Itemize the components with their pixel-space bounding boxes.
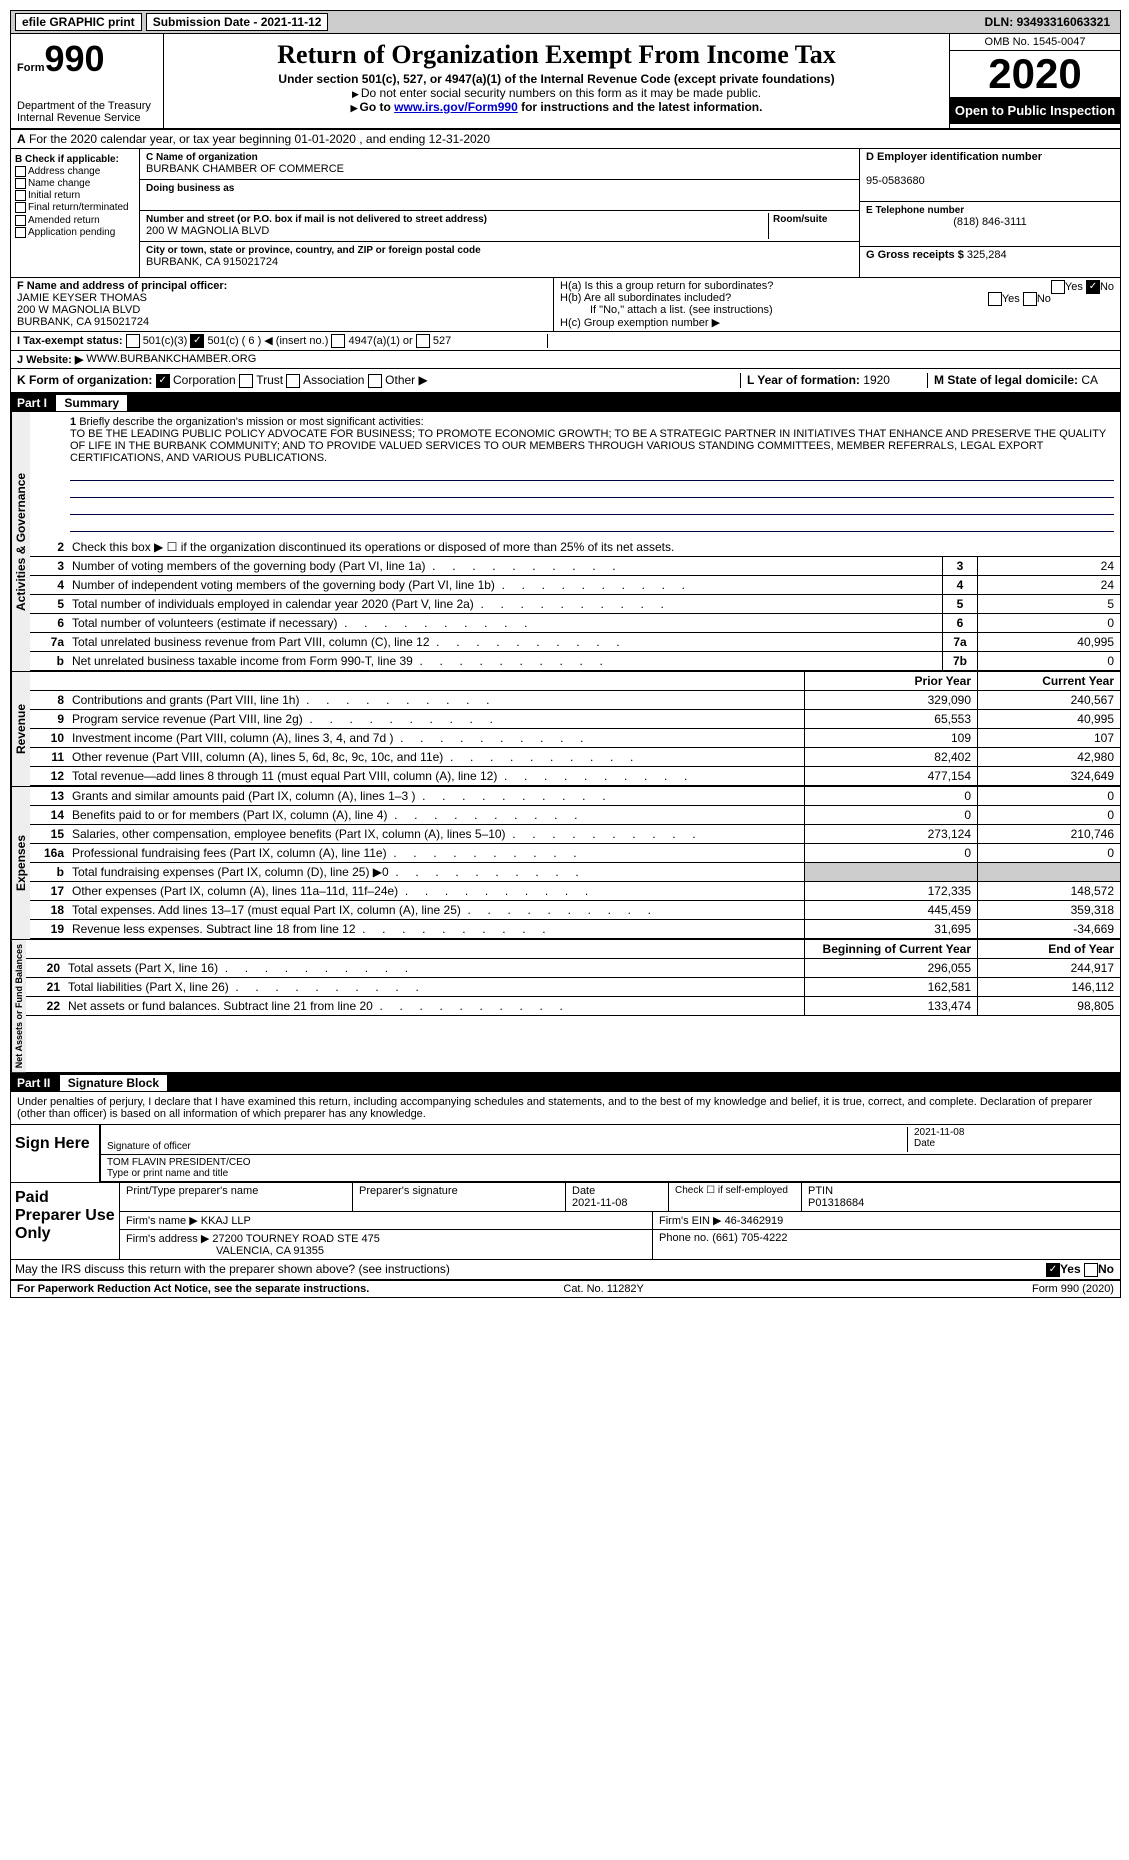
cb-amended[interactable] xyxy=(15,215,26,226)
summary-revenue: Revenue Prior YearCurrent Year 8Contribu… xyxy=(11,672,1120,787)
form-990-page: efile GRAPHIC print Submission Date - 20… xyxy=(10,10,1121,1298)
cb-final[interactable] xyxy=(15,202,26,213)
vert-rev: Revenue xyxy=(11,672,30,786)
assoc[interactable] xyxy=(286,374,300,388)
cb-name[interactable] xyxy=(15,178,26,189)
submission-date: Submission Date - 2021-11-12 xyxy=(146,13,329,31)
row-i: I Tax-exempt status: 501(c)(3) ✓ 501(c) … xyxy=(11,332,1120,351)
vert-exp: Expenses xyxy=(11,787,30,939)
dln: DLN: 93493316063321 xyxy=(985,15,1116,29)
perjury-text: Under penalties of perjury, I declare th… xyxy=(11,1092,1120,1124)
527[interactable] xyxy=(416,334,430,348)
sign-here: Sign Here Signature of officer2021-11-08… xyxy=(11,1124,1120,1183)
irs-link[interactable]: www.irs.gov/Form990 xyxy=(394,100,518,114)
501c[interactable]: ✓ xyxy=(190,334,204,348)
box-b: B Check if applicable: Address change Na… xyxy=(11,149,140,277)
hb-yes[interactable] xyxy=(988,292,1002,306)
discuss-yes[interactable]: ✓ xyxy=(1046,1263,1060,1277)
ha-no[interactable]: ✓ xyxy=(1086,280,1100,294)
row-k: K Form of organization: ✓ Corporation Tr… xyxy=(11,369,1120,394)
part1-header: Part I Summary xyxy=(11,394,1120,412)
header-title: Return of Organization Exempt From Incom… xyxy=(164,34,950,128)
box-deg: D Employer identification number95-05836… xyxy=(860,149,1120,277)
footer: For Paperwork Reduction Act Notice, see … xyxy=(11,1281,1120,1297)
box-f: F Name and address of principal officer:… xyxy=(11,278,554,331)
form-header: Form990 Department of the Treasury Inter… xyxy=(11,34,1120,130)
part2-header: Part II Signature Block xyxy=(11,1074,1120,1092)
corp[interactable]: ✓ xyxy=(156,374,170,388)
vert-net: Net Assets or Fund Balances xyxy=(11,940,26,1072)
summary-governance: Activities & Governance 1 Briefly descri… xyxy=(11,412,1120,672)
summary-netassets: Net Assets or Fund Balances Beginning of… xyxy=(11,940,1120,1074)
cb-address[interactable] xyxy=(15,166,26,177)
box-c: C Name of organizationBURBANK CHAMBER OF… xyxy=(140,149,860,277)
box-h: H(a) Is this a group return for subordin… xyxy=(554,278,1120,331)
4947[interactable] xyxy=(331,334,345,348)
cb-pending[interactable] xyxy=(15,227,26,238)
cb-initial[interactable] xyxy=(15,190,26,201)
discuss-no[interactable] xyxy=(1084,1263,1098,1277)
paid-preparer: Paid Preparer Use Only Print/Type prepar… xyxy=(11,1183,1120,1260)
header-right: OMB No. 1545-0047 2020 Open to Public In… xyxy=(950,34,1120,128)
header-left: Form990 Department of the Treasury Inter… xyxy=(11,34,164,128)
efile-label: efile GRAPHIC print xyxy=(15,13,142,31)
trust[interactable] xyxy=(239,374,253,388)
summary-expenses: Expenses 13Grants and similar amounts pa… xyxy=(11,787,1120,940)
section-a: A For the 2020 calendar year, or tax yea… xyxy=(11,130,1120,149)
row-fh: F Name and address of principal officer:… xyxy=(11,278,1120,332)
other[interactable] xyxy=(368,374,382,388)
row-j: J Website: ▶ WWW.BURBANKCHAMBER.ORG xyxy=(11,351,1120,369)
ha-yes[interactable] xyxy=(1051,280,1065,294)
hb-no[interactable] xyxy=(1023,292,1037,306)
501c3[interactable] xyxy=(126,334,140,348)
vert-gov: Activities & Governance xyxy=(11,412,30,671)
top-bar: efile GRAPHIC print Submission Date - 20… xyxy=(11,11,1120,34)
info-grid: B Check if applicable: Address change Na… xyxy=(11,149,1120,278)
